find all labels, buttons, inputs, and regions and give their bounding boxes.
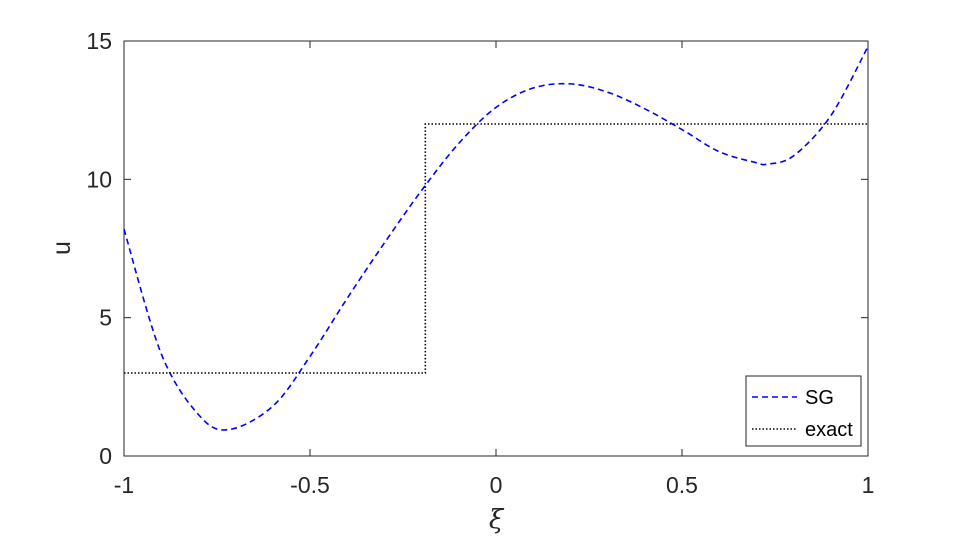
legend-box — [745, 375, 862, 447]
y-tick-label: 0 — [99, 443, 112, 469]
y-tick-label: 10 — [86, 166, 112, 192]
series-line-exact — [124, 123, 868, 374]
x-axis-label: ξ — [489, 505, 505, 535]
legend: SG exact — [745, 375, 862, 447]
plot-area — [123, 40, 869, 457]
x-tick-label: 0.5 — [666, 472, 698, 498]
x-axis-ticks: -1 -0.5 0 0.5 1 — [114, 41, 875, 498]
series-line-sg — [123, 46, 869, 431]
y-axis-ticks: 0 5 10 15 — [86, 28, 868, 469]
x-tick-label: -0.5 — [290, 472, 330, 498]
y-tick-label: 5 — [99, 305, 112, 331]
x-tick-label: -1 — [114, 472, 134, 498]
series-layer — [123, 46, 869, 431]
y-axis-label: u — [48, 241, 76, 255]
legend-label-sg: SG — [805, 387, 834, 409]
y-tick-label: 15 — [86, 28, 112, 54]
x-tick-label: 0 — [490, 472, 503, 498]
legend-label-exact: exact — [805, 419, 853, 441]
x-tick-label: 1 — [862, 472, 875, 498]
